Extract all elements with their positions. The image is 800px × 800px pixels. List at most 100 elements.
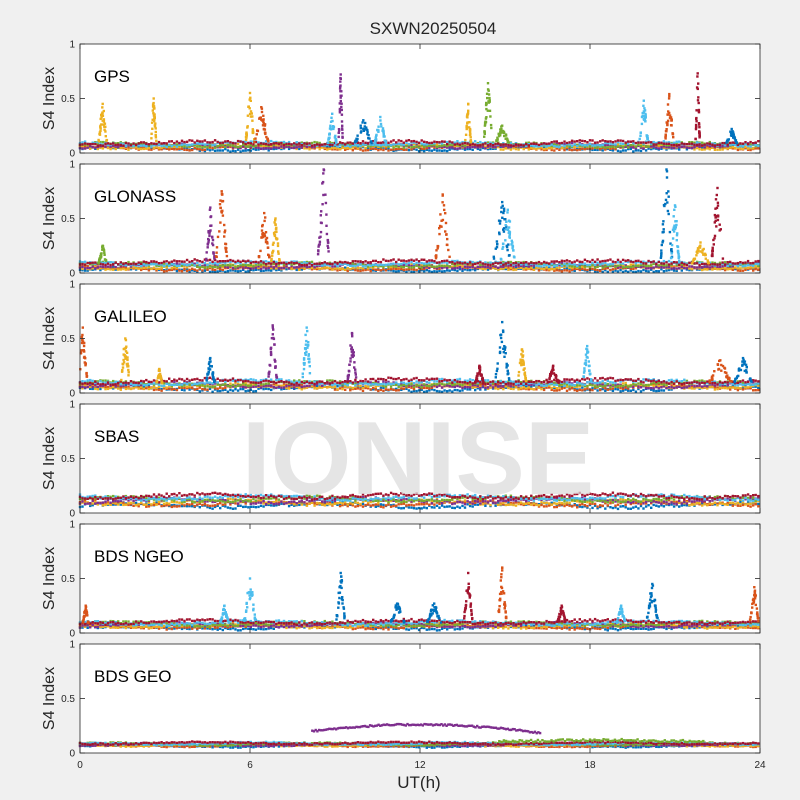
data-point bbox=[305, 145, 309, 149]
spike-point bbox=[251, 129, 255, 132]
data-point bbox=[726, 268, 729, 271]
data-point bbox=[570, 139, 574, 142]
data-point bbox=[270, 262, 273, 265]
data-point bbox=[137, 261, 140, 264]
data-point bbox=[555, 142, 558, 145]
data-point bbox=[481, 146, 485, 150]
spike-point bbox=[340, 127, 344, 130]
data-point bbox=[721, 265, 724, 268]
data-point bbox=[553, 267, 556, 271]
spike-point bbox=[341, 136, 344, 139]
data-point bbox=[308, 265, 311, 268]
data-point bbox=[718, 267, 722, 270]
data-point bbox=[729, 146, 732, 149]
data-point bbox=[632, 270, 635, 274]
data-point bbox=[344, 266, 347, 269]
data-point bbox=[270, 265, 273, 268]
data-point bbox=[723, 267, 727, 270]
spike-point bbox=[489, 115, 492, 118]
data-point bbox=[366, 148, 370, 152]
data-point bbox=[476, 144, 479, 147]
data-point bbox=[757, 147, 760, 150]
data-point bbox=[721, 144, 724, 147]
y-axis-label: S4 Index bbox=[41, 187, 58, 250]
spike-point bbox=[676, 250, 680, 253]
data-point bbox=[588, 142, 592, 146]
spike-point bbox=[150, 132, 153, 135]
data-point bbox=[183, 145, 186, 148]
data-point bbox=[428, 144, 431, 147]
data-point bbox=[555, 269, 558, 272]
spike-point bbox=[486, 109, 489, 112]
spike-point bbox=[488, 96, 491, 100]
data-point bbox=[213, 263, 217, 267]
data-point bbox=[451, 260, 454, 264]
data-point bbox=[754, 147, 757, 150]
data-point bbox=[680, 142, 683, 145]
data-point bbox=[489, 147, 492, 151]
data-point bbox=[685, 263, 689, 267]
spike-point bbox=[665, 121, 668, 124]
spike-point bbox=[695, 86, 699, 89]
data-point bbox=[127, 260, 130, 264]
data-point bbox=[239, 260, 242, 263]
spike-point bbox=[359, 131, 363, 134]
data-point bbox=[91, 268, 94, 271]
spike-point bbox=[664, 135, 667, 139]
data-point bbox=[662, 259, 666, 263]
data-point bbox=[438, 269, 441, 272]
data-point bbox=[264, 147, 268, 150]
data-point bbox=[349, 147, 352, 150]
data-point bbox=[231, 149, 235, 153]
data-point bbox=[236, 139, 240, 143]
data-point bbox=[369, 147, 372, 150]
data-point bbox=[160, 268, 163, 272]
data-point bbox=[451, 146, 454, 149]
data-point bbox=[453, 268, 456, 272]
data-point bbox=[634, 264, 638, 267]
spike-point bbox=[698, 130, 701, 134]
data-point bbox=[242, 265, 245, 268]
data-point bbox=[203, 148, 207, 151]
spike-point bbox=[99, 129, 102, 133]
y-tick-label: 1 bbox=[69, 160, 75, 171]
data-point bbox=[535, 147, 538, 151]
data-point bbox=[540, 267, 543, 271]
spike-point bbox=[265, 135, 268, 139]
spike-point bbox=[359, 124, 362, 127]
data-point bbox=[665, 148, 668, 151]
data-point bbox=[412, 266, 416, 269]
spike-point bbox=[262, 127, 266, 131]
spike-point bbox=[383, 139, 387, 142]
spike-point bbox=[661, 239, 665, 243]
data-point bbox=[563, 147, 566, 150]
spike-point bbox=[221, 209, 224, 212]
data-point bbox=[601, 145, 604, 149]
data-point bbox=[685, 267, 689, 270]
data-point bbox=[593, 266, 597, 269]
spike-point bbox=[332, 125, 335, 128]
spike-point bbox=[484, 103, 488, 107]
spike-point bbox=[98, 259, 101, 262]
data-point bbox=[614, 387, 617, 391]
data-point bbox=[484, 147, 487, 150]
data-point bbox=[219, 261, 222, 265]
data-point bbox=[137, 147, 140, 150]
data-point bbox=[203, 143, 207, 146]
data-point bbox=[99, 387, 102, 391]
data-point bbox=[295, 266, 298, 269]
data-point bbox=[463, 148, 467, 151]
data-point bbox=[155, 260, 158, 264]
data-point bbox=[614, 267, 617, 270]
data-point bbox=[716, 148, 719, 151]
data-point bbox=[695, 262, 699, 265]
data-point bbox=[443, 149, 446, 152]
data-point bbox=[354, 260, 357, 263]
data-point bbox=[402, 268, 405, 272]
data-point bbox=[443, 259, 446, 263]
data-point bbox=[662, 389, 666, 392]
data-point bbox=[417, 264, 421, 267]
data-point bbox=[315, 264, 319, 268]
data-point bbox=[644, 269, 648, 273]
data-point bbox=[264, 262, 268, 266]
